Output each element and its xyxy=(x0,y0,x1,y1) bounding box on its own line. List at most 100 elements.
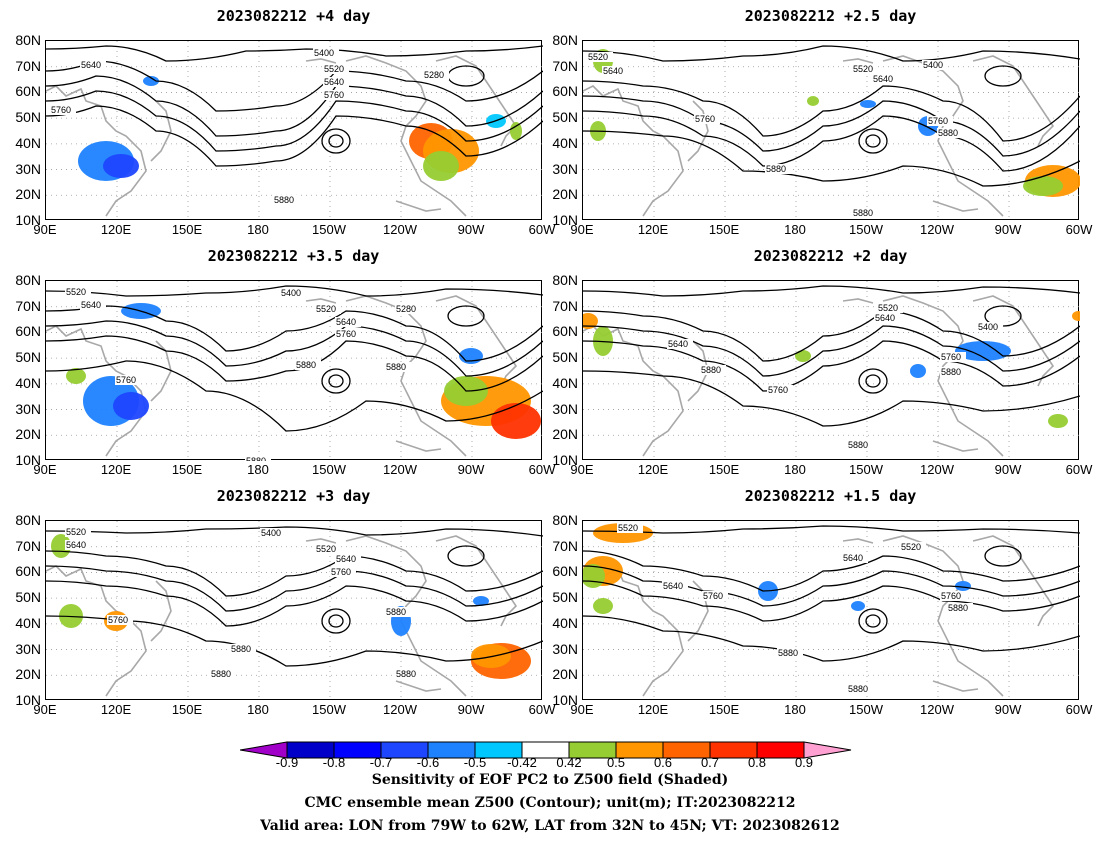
sensitivity-shading xyxy=(510,122,522,140)
lon-tick-label: 60W xyxy=(528,702,556,717)
colorbar-label: -0.9 xyxy=(275,755,299,770)
contour-label-bg xyxy=(587,52,613,62)
contour-label: 5640 xyxy=(663,581,683,591)
contour-label: 5760 xyxy=(941,352,961,362)
contour-label-bg xyxy=(927,116,953,126)
colorbar-svg xyxy=(239,741,852,759)
z500-contour xyxy=(46,60,543,112)
coastline xyxy=(932,200,979,212)
lat-tick-label: 50N xyxy=(15,109,41,126)
lon-tick-label: 120E xyxy=(637,462,669,477)
sensitivity-shading xyxy=(1048,414,1068,428)
lat-tick-label: 50N xyxy=(552,109,578,126)
panel-title: 2023082212 +2 day xyxy=(753,247,908,265)
contour-label-bg xyxy=(977,322,1003,332)
sensitivity-shading xyxy=(851,601,865,611)
contour-label-bg xyxy=(335,317,361,327)
coastline xyxy=(972,295,1055,387)
contour-label-bg xyxy=(323,77,349,87)
lat-tick-label: 20N xyxy=(552,426,578,443)
coastline xyxy=(882,535,1004,697)
contour-label: 5520 xyxy=(588,52,608,62)
contour-label: 5760 xyxy=(51,105,71,115)
contour-label-bg xyxy=(617,523,643,533)
lon-tick-label: 120E xyxy=(100,462,132,477)
lon-tick-label: 90E xyxy=(570,462,594,477)
contour-label: 5640 xyxy=(873,74,893,84)
lon-tick-label: 120E xyxy=(100,222,132,237)
contour-label: 5880 xyxy=(766,164,786,174)
coastline xyxy=(46,565,147,697)
z500-contour xyxy=(328,614,344,628)
contour-label-bg xyxy=(694,114,720,124)
contour-label-bg xyxy=(115,375,141,385)
lon-tick-label: 90W xyxy=(457,462,485,477)
contour-label: 5400 xyxy=(923,60,943,70)
lon-tick-label: 60W xyxy=(1065,222,1093,237)
lon-tick-label: 120W xyxy=(920,702,954,717)
lon-tick-label: 120E xyxy=(637,702,669,717)
lon-tick-label: 150W xyxy=(312,702,346,717)
contour-label: 5880 xyxy=(246,456,266,461)
z500-contour xyxy=(46,105,543,167)
contour-label: 5520 xyxy=(66,527,86,537)
lon-tick-label: 90W xyxy=(457,222,485,237)
contour-label-bg xyxy=(702,591,728,601)
lat-tick-label: 40N xyxy=(15,614,41,631)
contour-label: 5400 xyxy=(261,528,281,538)
panel-title: 2023082212 +4 day xyxy=(216,7,371,25)
z500-contour xyxy=(46,335,543,392)
lat-tick-label: 80N xyxy=(552,512,578,528)
contour-label-bg xyxy=(335,329,361,339)
coastline xyxy=(305,298,337,304)
colorbar-label: -0.6 xyxy=(416,755,440,770)
contour-label-bg xyxy=(315,304,341,314)
lon-tick-label: 90W xyxy=(994,702,1022,717)
lat-tick-label: 70N xyxy=(15,57,41,74)
map-plot: 5520 5640 5520 5640 5760 5760 5880 5880 5880 xyxy=(583,521,1080,701)
lon-tick-label: 180 xyxy=(247,462,269,477)
lat-tick-label: 20N xyxy=(15,666,41,683)
contour-label-bg xyxy=(395,669,421,679)
contour-label: 5880 xyxy=(386,607,406,617)
coastline xyxy=(345,55,467,217)
map-panel: 5520 5640 5400 5520 5640 5760 5880 5880 5760 5880 xyxy=(582,40,1080,221)
contour-label: 5880 xyxy=(296,360,316,370)
sensitivity-shading xyxy=(1023,176,1063,196)
contour-label-bg xyxy=(852,64,878,74)
lat-tick-label: 40N xyxy=(15,134,41,151)
lon-tick-label: 60W xyxy=(1065,462,1093,477)
z500-contour xyxy=(583,370,1080,427)
contour-label: 5280 xyxy=(396,304,416,314)
lat-tick-label: 30N xyxy=(552,400,578,417)
lat-tick-label: 60N xyxy=(15,323,41,340)
z500-contour xyxy=(328,134,344,148)
lon-tick-label: 150E xyxy=(171,462,203,477)
colorbar-label: 0.7 xyxy=(700,755,720,770)
contour-label: 5520 xyxy=(316,544,336,554)
z500-contour xyxy=(447,305,485,327)
coastline xyxy=(972,535,1055,627)
colorbar-label: -0.8 xyxy=(322,755,346,770)
colorbar-label: -0.5 xyxy=(463,755,487,770)
z500-contour xyxy=(447,545,485,567)
coastline xyxy=(345,295,467,457)
caption-contour: CMC ensemble mean Z500 (Contour); unit(m… xyxy=(304,795,796,811)
z500-contour xyxy=(583,580,1080,622)
contour-label: 5640 xyxy=(66,540,86,550)
z500-contour xyxy=(321,368,351,394)
contour-label: 5760 xyxy=(703,591,723,601)
lat-tick-label: 40N xyxy=(552,134,578,151)
lon-tick-label: 90E xyxy=(33,702,57,717)
z500-contour xyxy=(583,615,1080,662)
map-panel: 5400 5280 5520 5640 5760 5880 5760 5640 xyxy=(45,40,543,221)
contour-label: 5760 xyxy=(941,591,961,601)
z500-contour xyxy=(46,305,543,362)
contour-label: 5640 xyxy=(603,66,623,76)
colorbar-label: 0.6 xyxy=(653,755,673,770)
contour-label: 5880 xyxy=(701,365,721,375)
contour-label: 5760 xyxy=(768,385,788,395)
lon-tick-label: 90E xyxy=(33,222,57,237)
coastline xyxy=(842,538,874,544)
